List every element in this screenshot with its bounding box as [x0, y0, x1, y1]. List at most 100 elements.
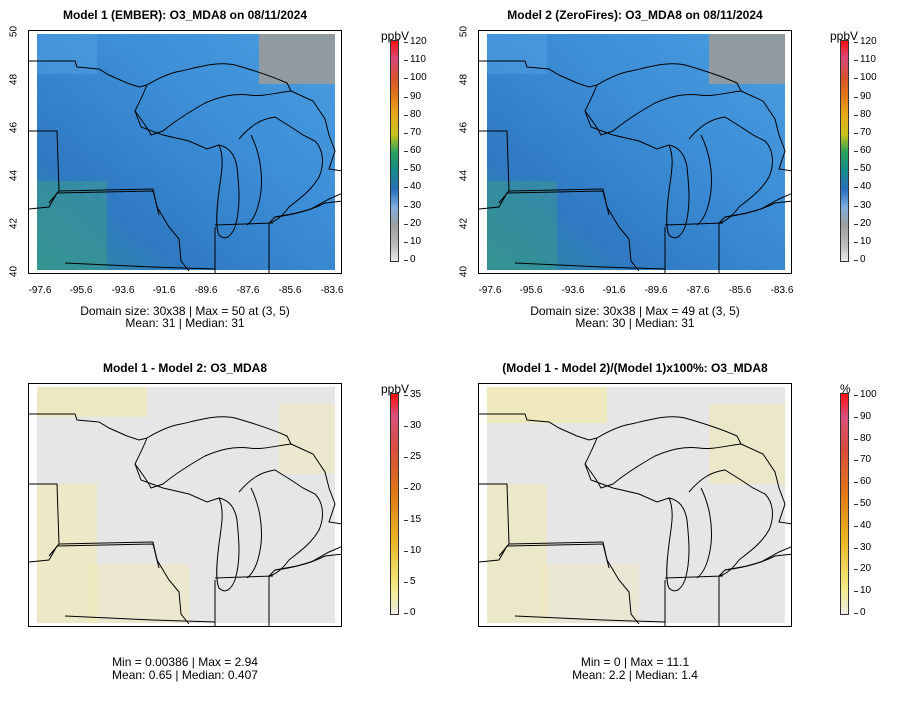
- colorbar: [840, 393, 849, 615]
- panel-title: Model 2 (ZeroFires): O3_MDA8 on 08/11/20…: [507, 8, 763, 22]
- colorbar-tick-label: 10: [403, 235, 422, 247]
- colorbar-tick-label: 0: [404, 607, 416, 618]
- x-tick: -97.6: [478, 285, 502, 296]
- x-tick: -87.6: [686, 285, 710, 296]
- colorbar-tick-label: 120: [404, 36, 427, 47]
- y-tick: 44: [8, 169, 20, 182]
- colorbar-tick-label: 20: [403, 482, 422, 494]
- y-tick: 40: [8, 265, 20, 278]
- y-tick: 42: [458, 217, 470, 230]
- x-tick: -93.6: [561, 285, 585, 296]
- colorbar-tick-label: 30: [853, 199, 872, 211]
- colorbar-tick-label: 30: [403, 420, 422, 432]
- y-tick: 46: [8, 121, 20, 134]
- colorbar-tick-label: 40: [853, 519, 872, 531]
- panel-title: Model 1 - Model 2: O3_MDA8: [102, 361, 268, 375]
- colorbar-tick-label: 25: [403, 451, 422, 463]
- x-tick: -91.6: [152, 285, 176, 296]
- y-tick: 50: [458, 25, 470, 38]
- stats-line-1: Domain size: 30x38 | Max = 50 at (3, 5): [80, 304, 290, 318]
- x-tick: -83.6: [770, 285, 794, 296]
- colorbar-unit: ppbV: [381, 29, 410, 43]
- colorbar-tick-label: 20: [853, 217, 872, 229]
- y-tick: 48: [8, 73, 20, 86]
- colorbar-tick-label: 90: [853, 410, 872, 422]
- colorbar-tick-label: 50: [853, 498, 872, 509]
- colorbar-tick-label: 0: [404, 254, 416, 265]
- x-tick: -95.6: [519, 285, 543, 296]
- colorbar-tick-label: 40: [403, 181, 422, 193]
- colorbar-tick-label: 20: [853, 563, 872, 575]
- colorbar-tick-label: 30: [853, 541, 872, 553]
- y-tick: 46: [458, 121, 470, 134]
- map-diff: [28, 383, 342, 627]
- panel-model2: Model 2 (ZeroFires): O3_MDA8 on 08/11/20…: [450, 0, 900, 353]
- map-svg: [479, 387, 791, 626]
- map-pct: [478, 383, 792, 627]
- colorbar-tick-label: 50: [853, 163, 872, 175]
- colorbar-unit: ppbV: [830, 29, 859, 43]
- y-tick: 42: [8, 217, 20, 230]
- colorbar-tick-label: 110: [854, 54, 876, 66]
- colorbar-tick-label: 70: [853, 126, 872, 138]
- stats-line-2: Mean: 2.2 | Median: 1.4: [572, 668, 698, 682]
- map-model1: [28, 30, 342, 274]
- y-tick: 40: [458, 265, 470, 278]
- y-tick: 48: [458, 73, 470, 86]
- colorbar-tick-label: 90: [403, 90, 422, 102]
- map-model2: [478, 30, 792, 274]
- x-tick: -85.6: [728, 285, 752, 296]
- colorbar-tick-label: 70: [853, 454, 872, 466]
- stats-line-1: Min = 0 | Max = 11.1: [580, 655, 690, 669]
- colorbar-tick-label: 40: [853, 181, 872, 193]
- y-tick: 44: [458, 169, 470, 182]
- x-tick: -83.6: [320, 285, 344, 296]
- x-tick: -89.6: [644, 285, 668, 296]
- stats-line-1: Min = 0.00386 | Max = 2.94: [112, 655, 258, 669]
- colorbar-tick-label: 60: [403, 145, 422, 156]
- colorbar-tick-label: 120: [854, 36, 877, 47]
- stats-line-2: Mean: 31 | Median: 31: [125, 316, 245, 330]
- stats-line-1: Domain size: 30x38 | Max = 49 at (3, 5): [530, 304, 740, 318]
- panel-model1: Model 1 (EMBER): O3_MDA8 on 08/11/2024 5…: [0, 0, 450, 353]
- colorbar-tick-label: 15: [403, 513, 422, 525]
- colorbar-tick-label: 80: [853, 432, 872, 444]
- y-tick: 50: [8, 25, 20, 38]
- colorbar-tick-label: 30: [403, 199, 422, 211]
- stats-line-2: Mean: 30 | Median: 31: [575, 316, 695, 330]
- colorbar-tick-label: 0: [854, 607, 866, 618]
- map-svg: [479, 34, 791, 273]
- colorbar-tick-label: 10: [403, 544, 422, 556]
- x-tick: -97.6: [28, 285, 52, 296]
- colorbar-tick-label: 20: [403, 217, 422, 229]
- panel-title: Model 1 (EMBER): O3_MDA8 on 08/11/2024: [62, 8, 308, 22]
- colorbar-tick-label: 0: [854, 254, 866, 265]
- x-tick: -87.6: [236, 285, 260, 296]
- colorbar-tick-label: 90: [853, 90, 872, 102]
- colorbar-tick-label: 5: [404, 575, 416, 587]
- colorbar: [840, 40, 849, 262]
- map-svg: [29, 387, 341, 626]
- x-tick: -95.6: [69, 285, 93, 296]
- colorbar-tick-label: 80: [403, 108, 422, 120]
- colorbar-tick-label: 10: [853, 585, 872, 597]
- colorbar-tick-label: 110: [404, 54, 426, 66]
- colorbar-tick-label: 100: [404, 72, 427, 84]
- colorbar-tick-label: 60: [853, 145, 872, 156]
- colorbar-tick-label: 100: [854, 389, 877, 400]
- x-tick: -93.6: [111, 285, 135, 296]
- colorbar-tick-label: 10: [853, 235, 872, 247]
- colorbar-tick-label: 100: [854, 72, 877, 84]
- stats-line-2: Mean: 0.65 | Median: 0.407: [112, 668, 258, 682]
- x-tick: -85.6: [278, 285, 302, 296]
- colorbar-tick-label: 70: [403, 126, 422, 138]
- map-svg: [29, 34, 341, 273]
- colorbar-tick-label: 60: [853, 476, 872, 488]
- colorbar-unit: ppbV: [381, 382, 410, 396]
- colorbar-unit: %: [840, 382, 851, 396]
- panel-title: (Model 1 - Model 2)/(Model 1)x100%: O3_M…: [502, 361, 768, 375]
- colorbar-tick-label: 80: [853, 108, 872, 120]
- panel-diff: Model 1 - Model 2: O3_MDA8 Min = 0.00386…: [0, 353, 450, 706]
- x-tick: -89.6: [194, 285, 218, 296]
- panel-pct: (Model 1 - Model 2)/(Model 1)x100%: O3_M…: [450, 353, 900, 706]
